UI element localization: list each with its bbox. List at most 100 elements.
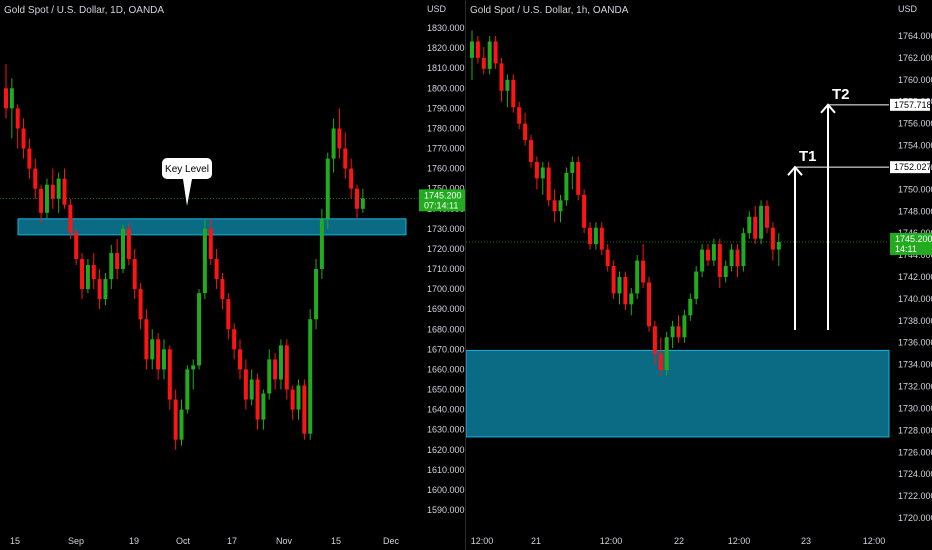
candle-body bbox=[197, 293, 202, 366]
y-tick-label: 1630.000 bbox=[427, 425, 465, 435]
y-tick-label: 1700.000 bbox=[427, 284, 465, 294]
candle-body bbox=[529, 140, 533, 162]
currency-label: USD bbox=[898, 4, 918, 14]
candle-body bbox=[349, 168, 354, 189]
x-tick-label: 15 bbox=[10, 536, 20, 546]
candle-body bbox=[91, 265, 96, 280]
y-tick-label: 1720.000 bbox=[898, 513, 932, 523]
y-tick-label: 1670.000 bbox=[427, 344, 465, 354]
candle-body bbox=[27, 148, 32, 169]
x-tick-label: 21 bbox=[531, 536, 541, 546]
x-tick-label: Nov bbox=[276, 536, 293, 546]
y-tick-label: 1726.000 bbox=[898, 447, 932, 457]
candle-body bbox=[167, 349, 172, 400]
y-tick-label: 1790.000 bbox=[427, 103, 465, 113]
candle-body bbox=[185, 369, 190, 410]
y-tick-label: 1732.000 bbox=[898, 382, 932, 392]
candle-body bbox=[232, 329, 237, 350]
y-tick-label: 1742.000 bbox=[898, 272, 932, 282]
current-price-label: 1745.200 bbox=[424, 190, 462, 200]
candle-body bbox=[179, 409, 184, 440]
candle-body bbox=[80, 258, 85, 290]
candle-body bbox=[776, 241, 781, 250]
candle-body bbox=[611, 266, 616, 294]
candle-body bbox=[629, 293, 634, 305]
x-tick-label: 12:00 bbox=[600, 536, 623, 546]
candle-body bbox=[220, 279, 225, 300]
target-price-box bbox=[890, 161, 930, 174]
target-price-label: 1757.718 bbox=[894, 100, 932, 110]
x-tick-label: Dec bbox=[383, 536, 400, 546]
y-tick-label: 1770.000 bbox=[427, 144, 465, 154]
candle-body bbox=[664, 337, 669, 371]
y-tick-label: 1680.000 bbox=[427, 324, 465, 334]
candle-body bbox=[546, 167, 551, 201]
y-tick-label: 1754.000 bbox=[898, 141, 932, 151]
candle-body bbox=[226, 299, 231, 330]
y-tick-label: 1728.000 bbox=[898, 425, 932, 435]
candle-body bbox=[647, 282, 651, 327]
callout-pointer bbox=[183, 179, 192, 206]
candle-body bbox=[284, 345, 289, 390]
y-tick-label: 1724.000 bbox=[898, 469, 932, 479]
candle-body bbox=[9, 88, 14, 109]
y-tick-label: 1736.000 bbox=[898, 338, 932, 348]
candle-body bbox=[670, 326, 675, 338]
candle-body bbox=[126, 228, 131, 259]
candle-body bbox=[723, 266, 728, 277]
x-tick-label: 12:00 bbox=[863, 536, 886, 546]
candle-body bbox=[109, 252, 114, 280]
y-tick-label: 1800.000 bbox=[427, 83, 465, 93]
candle-body bbox=[605, 249, 610, 267]
candle-body bbox=[511, 79, 516, 108]
key-level-label: Key Level bbox=[165, 164, 209, 175]
y-tick-label: 1760.000 bbox=[898, 75, 932, 85]
x-tick-label: 22 bbox=[674, 536, 684, 546]
hourly-chart-panel[interactable]: 1764.0001762.0001760.0001758.0001756.000… bbox=[466, 0, 932, 550]
y-tick-label: 1748.000 bbox=[898, 206, 932, 216]
candle-body bbox=[588, 227, 592, 245]
candle-body bbox=[717, 244, 722, 277]
candle-body bbox=[33, 168, 38, 189]
candle-body bbox=[74, 232, 79, 259]
candle-body bbox=[700, 249, 705, 272]
y-tick-label: 1640.000 bbox=[427, 405, 465, 415]
daily-chart-svg[interactable]: 1830.000 1820.000 1810.000 1800.000 1790.000… bbox=[0, 0, 466, 550]
candle-body bbox=[39, 188, 44, 213]
candle-body bbox=[156, 339, 161, 370]
candle-body bbox=[290, 389, 295, 410]
candle-body bbox=[694, 271, 699, 299]
candle-body bbox=[132, 258, 137, 290]
candle-body bbox=[44, 184, 49, 213]
y-tick-label: 1660.000 bbox=[427, 364, 465, 374]
candle-body bbox=[593, 227, 598, 245]
candle-body bbox=[360, 198, 365, 209]
y-tick-label: 1744.000 bbox=[898, 250, 932, 260]
hourly-chart-svg[interactable]: 1764.0001762.0001760.0001758.0001756.000… bbox=[466, 0, 932, 550]
daily-chart-panel[interactable]: 1830.000 1820.000 1810.000 1800.000 1790.000… bbox=[0, 0, 466, 550]
candle-body bbox=[753, 216, 758, 239]
candle-body bbox=[173, 399, 178, 440]
candle-body bbox=[711, 244, 716, 261]
current-price-label: 1745.200 bbox=[895, 234, 932, 244]
candle-body bbox=[278, 345, 283, 380]
candle-body bbox=[470, 41, 474, 58]
y-tick-label: 1730.000 bbox=[427, 224, 465, 234]
candle-body bbox=[499, 63, 504, 91]
candle-body bbox=[676, 326, 681, 338]
x-tick-label: Sep bbox=[68, 536, 84, 546]
countdown-label: 07:14:11 bbox=[424, 200, 458, 210]
candle-body bbox=[623, 277, 628, 305]
y-tick-label: 1764.000 bbox=[898, 31, 932, 41]
candle-body bbox=[765, 205, 769, 228]
candle-body bbox=[21, 128, 26, 149]
candle-body bbox=[150, 339, 155, 360]
candle-body bbox=[481, 57, 486, 69]
price-label-box bbox=[890, 232, 932, 255]
candle-body bbox=[582, 194, 587, 228]
candle-body bbox=[15, 108, 20, 129]
candle-body bbox=[682, 315, 687, 338]
candle-body bbox=[238, 349, 242, 370]
candle-body bbox=[243, 369, 248, 400]
price-label-box bbox=[419, 189, 465, 212]
